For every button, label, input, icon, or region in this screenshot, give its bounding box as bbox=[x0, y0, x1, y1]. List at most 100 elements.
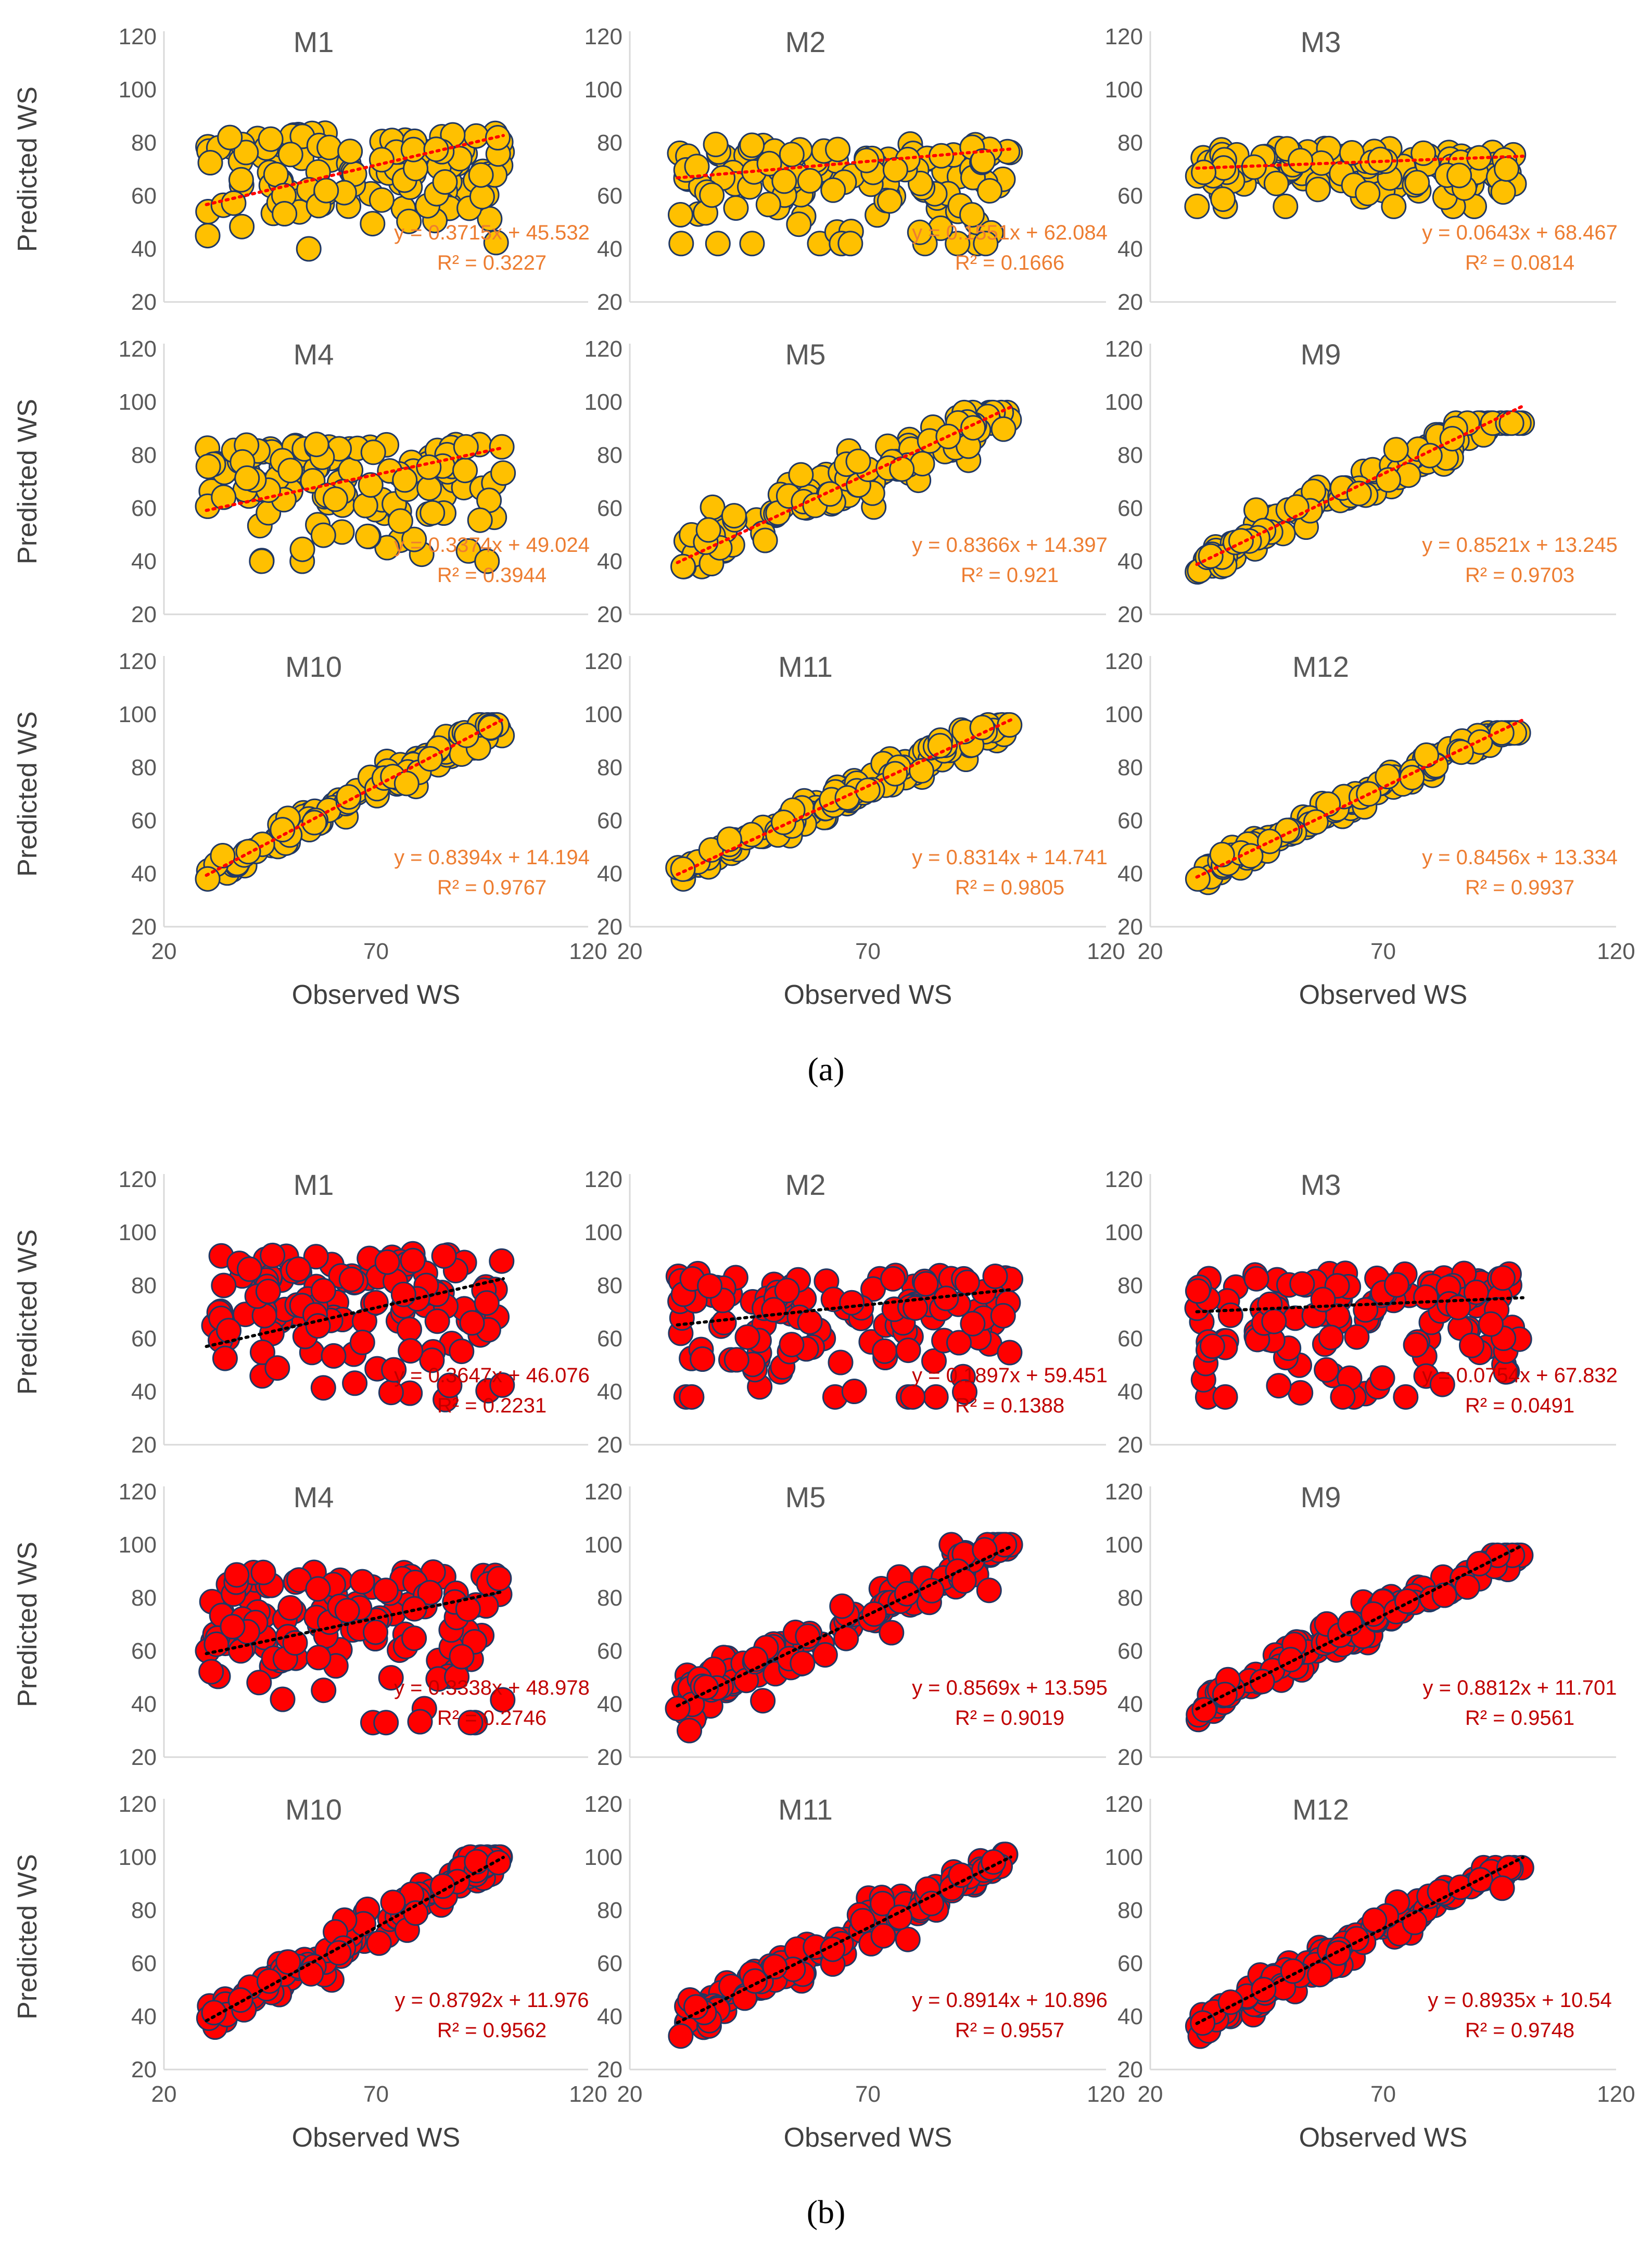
data-point bbox=[895, 1926, 921, 1952]
y-axis-title: Predicted WS bbox=[12, 1854, 43, 2020]
data-point bbox=[771, 168, 797, 194]
data-point bbox=[761, 1297, 787, 1323]
data-point bbox=[326, 1940, 352, 1966]
data-point bbox=[250, 1559, 276, 1585]
x-tick-label: 20 bbox=[617, 939, 643, 964]
y-tick-label: 100 bbox=[1105, 1220, 1143, 1245]
data-point bbox=[1361, 1601, 1386, 1627]
y-tick-label: 20 bbox=[131, 914, 157, 940]
y-tick-label: 100 bbox=[584, 389, 622, 415]
data-point bbox=[841, 1379, 867, 1404]
y-tick-label: 100 bbox=[584, 702, 622, 727]
data-point bbox=[489, 1248, 515, 1274]
y-axis-title: Predicted WS bbox=[12, 1229, 43, 1395]
y-tick-label: 20 bbox=[131, 1432, 157, 1458]
data-point bbox=[1184, 193, 1210, 219]
data-point bbox=[216, 1318, 242, 1344]
y-tick-label: 20 bbox=[131, 1745, 157, 1770]
y-tick-label: 60 bbox=[597, 808, 622, 834]
y-tick-label: 80 bbox=[131, 1898, 157, 1923]
y-tick-label: 100 bbox=[584, 1532, 622, 1558]
x-tick-label: 120 bbox=[1597, 939, 1635, 964]
data-point bbox=[1305, 176, 1331, 203]
data-point bbox=[1199, 1333, 1225, 1359]
y-tick-label: 120 bbox=[584, 336, 622, 362]
data-point bbox=[373, 1577, 399, 1604]
data-point bbox=[195, 866, 221, 892]
data-point bbox=[355, 523, 380, 549]
trend-equation: y = 0.8314x + 14.741 bbox=[912, 846, 1108, 869]
panel-title: M9 bbox=[1301, 338, 1341, 371]
y-tick-label: 120 bbox=[119, 336, 157, 362]
data-point bbox=[1288, 148, 1314, 173]
data-point bbox=[458, 1710, 484, 1736]
data-point bbox=[1445, 1294, 1471, 1320]
y-tick-label: 100 bbox=[119, 1845, 157, 1870]
panel-m1: 20 40 60 80 100 120 Predicted WS M1 y = 0.3647x … bbox=[12, 1167, 590, 1458]
data-point bbox=[677, 1718, 702, 1744]
data-point bbox=[358, 472, 384, 498]
panel-m9: 20 40 60 80 100 120 M9 y = 0.8812x + 11.701 R² =… bbox=[1105, 1479, 1617, 1770]
data-point bbox=[820, 177, 846, 203]
data-point bbox=[880, 1266, 906, 1292]
data-point bbox=[1355, 181, 1381, 207]
trend-equation: y = 0.8792x + 11.976 bbox=[395, 1989, 589, 2012]
panel-title: M4 bbox=[294, 1481, 334, 1513]
panel-m1: 20 40 60 80 100 120 Predicted WS M1 y = 0.3715x … bbox=[12, 24, 590, 315]
panel-m11: 20 40 60 80 100 120 20 70 120 Observed WS M11 y = 0… bbox=[584, 649, 1125, 1010]
data-point bbox=[381, 1357, 407, 1383]
data-point bbox=[1314, 1357, 1340, 1383]
data-point bbox=[334, 1598, 360, 1624]
y-tick-label: 20 bbox=[1117, 289, 1143, 315]
data-point bbox=[959, 202, 985, 228]
y-tick-label: 20 bbox=[597, 2057, 622, 2083]
data-point bbox=[1307, 1962, 1333, 1988]
y-tick-label: 20 bbox=[1117, 602, 1143, 627]
y-tick-label: 60 bbox=[597, 1326, 622, 1352]
data-point bbox=[1454, 1574, 1480, 1600]
data-point bbox=[234, 465, 260, 491]
panel-m4: 20 40 60 80 100 120 Predicted WS M4 y = 0.3374x … bbox=[12, 336, 590, 627]
panel-title: M2 bbox=[785, 26, 826, 58]
trend-equation: y = 0.8456x + 13.334 bbox=[1422, 846, 1618, 869]
x-tick-label: 120 bbox=[569, 2081, 607, 2107]
data-point bbox=[464, 1849, 490, 1875]
data-point bbox=[342, 1370, 368, 1396]
trend-equation: y = 0.8521x + 13.245 bbox=[1422, 534, 1618, 557]
data-point bbox=[1478, 1311, 1504, 1337]
scatter-points bbox=[196, 1844, 513, 2040]
data-point bbox=[224, 1562, 250, 1588]
trendline bbox=[676, 405, 1012, 564]
data-point bbox=[970, 148, 996, 174]
panel-title: M5 bbox=[785, 338, 826, 371]
data-point bbox=[870, 1890, 896, 1916]
y-tick-label: 100 bbox=[119, 389, 157, 415]
trendline bbox=[1195, 155, 1524, 170]
data-point bbox=[210, 843, 236, 868]
scatter-points bbox=[195, 432, 516, 574]
data-point bbox=[400, 1247, 426, 1273]
data-point bbox=[1330, 1384, 1356, 1410]
x-tick-label: 20 bbox=[1138, 2081, 1163, 2107]
trendline bbox=[676, 718, 1012, 876]
data-point bbox=[997, 712, 1023, 738]
data-point bbox=[946, 1330, 972, 1356]
data-point bbox=[954, 1269, 980, 1295]
trend-equation: y = 0.0643x + 68.467 bbox=[1422, 221, 1618, 244]
data-point bbox=[771, 810, 796, 835]
panel-m12: 20 40 60 80 100 120 20 70 120 Observed WS M12 y = 0… bbox=[1105, 649, 1635, 1010]
trend-equation: y = 0.3374x + 49.024 bbox=[394, 534, 590, 557]
data-point bbox=[739, 822, 765, 848]
scatter-points bbox=[201, 1241, 515, 1412]
data-point bbox=[797, 168, 823, 194]
data-point bbox=[452, 458, 478, 484]
data-point bbox=[700, 494, 726, 520]
y-tick-label: 60 bbox=[1117, 1951, 1143, 1976]
y-tick-label: 100 bbox=[119, 1532, 157, 1558]
trendline bbox=[676, 1288, 1012, 1327]
data-point bbox=[306, 1645, 332, 1671]
panel-title: M12 bbox=[1292, 650, 1349, 683]
y-tick-label: 80 bbox=[1117, 443, 1143, 468]
trend-equation: y = 0.3647x + 46.076 bbox=[394, 1364, 590, 1387]
data-point bbox=[817, 481, 843, 507]
